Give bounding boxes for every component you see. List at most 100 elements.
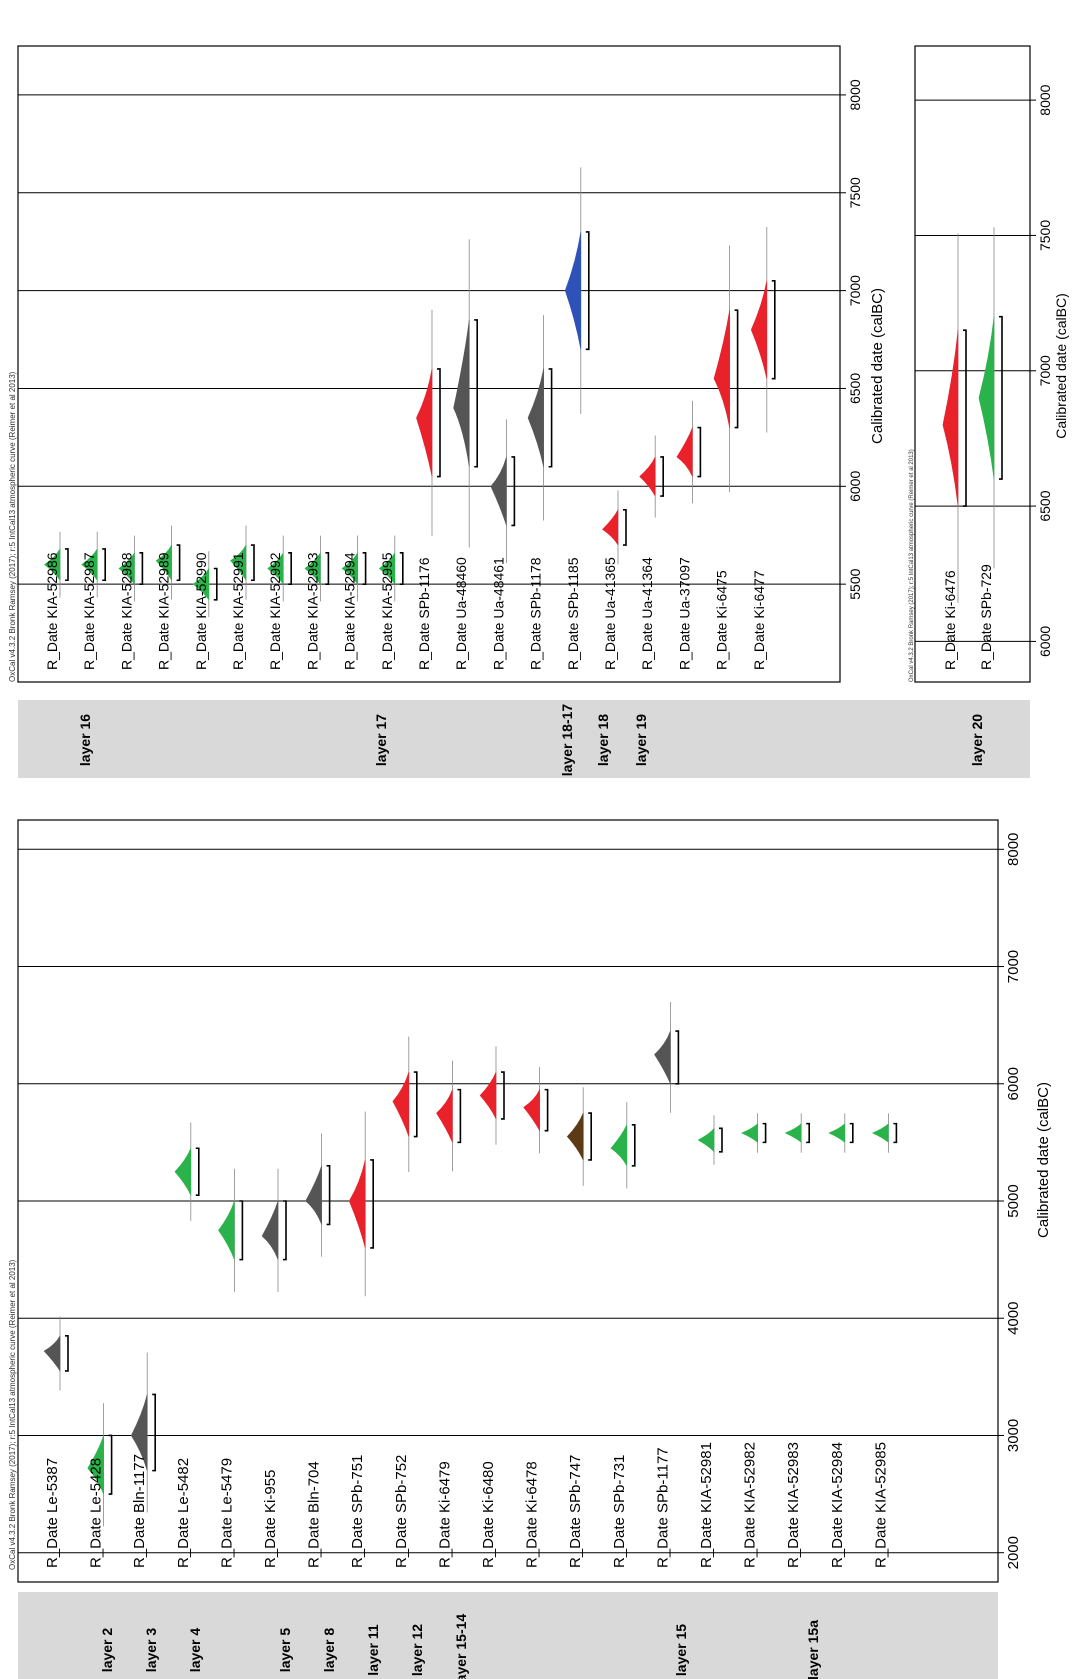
row-label: R_Date Ki-6479 <box>436 1461 453 1568</box>
row-label: R_Date Ki-6480 <box>480 1461 497 1568</box>
row-label: R_Date Ua-41365 <box>602 557 618 670</box>
date-distribution <box>392 1071 410 1137</box>
date-distribution <box>527 368 544 467</box>
date-distribution <box>304 551 321 585</box>
range-bracket <box>362 552 367 585</box>
plot-a: 8000 7000 6000 5000 4000 3000 2000 R_Date Le-5… <box>8 819 1052 1679</box>
date-distribution <box>348 1159 366 1248</box>
plot-a-axis-ticks: 8000 7000 6000 5000 4000 3000 2000 <box>998 833 1022 1569</box>
tick-label: 6000 <box>1037 626 1053 657</box>
tick-label: 8000 <box>847 79 863 110</box>
row-label: R_Date Le-5479 <box>218 1458 235 1568</box>
date-distribution <box>676 427 693 477</box>
row-label: R_Date KIA-52990 <box>193 552 209 670</box>
plot-b-axis-ticks: 8000 7500 7000 6500 6000 5500 <box>840 79 863 600</box>
plot-c-frame <box>914 45 1031 683</box>
row-label: R_Date Ki-955 <box>262 1470 279 1568</box>
layer-label: layer 16 <box>77 714 93 766</box>
date-distribution <box>378 551 396 585</box>
range-bracket <box>675 1030 680 1085</box>
date-distribution <box>453 319 470 467</box>
date-distribution <box>490 456 507 526</box>
range-bracket <box>370 1159 374 1249</box>
row-label: R_Date Le-5428 <box>88 1458 105 1568</box>
date-distribution <box>118 551 135 585</box>
layer-label: layer 11 <box>365 1624 381 1676</box>
date-distribution <box>713 310 730 428</box>
date-distribution <box>740 1123 758 1143</box>
date-distribution <box>978 316 995 480</box>
row-label: R_Date SPb-1176 <box>416 557 432 670</box>
plot-b-frame <box>17 45 841 683</box>
range-bracket <box>623 508 627 546</box>
plot-a-layer-band <box>18 1592 998 1679</box>
plot-b-layer-labels: layer 16 layer 17 layer 18-17 layer 18 layer… <box>77 704 649 777</box>
date-distribution <box>697 1127 715 1153</box>
date-distribution <box>43 1335 61 1372</box>
date-distribution <box>942 330 959 507</box>
date-distribution <box>523 1089 540 1131</box>
date-distribution <box>828 1123 846 1143</box>
row-label: R_Date KIA-52981 <box>698 1442 715 1568</box>
layer-label: layer 18-17 <box>559 704 575 777</box>
row-label: R_Date KIA-52987 <box>81 552 97 670</box>
range-bracket <box>152 1393 156 1472</box>
range-bracket <box>548 368 553 468</box>
tick-label: 6500 <box>1037 490 1053 521</box>
date-distribution <box>479 1071 497 1120</box>
range-bracket <box>326 1165 331 1226</box>
row-label: R_Date KIA-52985 <box>872 1442 889 1568</box>
row-label: R_Date Ki-6478 <box>524 1461 541 1568</box>
range-bracket <box>239 1200 244 1261</box>
row-label: R_Date KIA-52993 <box>304 552 320 670</box>
range-bracket <box>413 1071 418 1138</box>
date-distribution <box>610 1124 628 1166</box>
row-label: R_Date KIA-52984 <box>829 1442 846 1568</box>
tick-label: 3000 <box>1005 1419 1022 1452</box>
date-distribution <box>639 456 656 498</box>
tick-label: 2000 <box>1005 1536 1022 1569</box>
tick-label: 4000 <box>1005 1302 1022 1335</box>
range-bracket <box>65 1335 69 1372</box>
date-distribution <box>229 544 247 582</box>
layer-label: layer 8 <box>321 1628 337 1673</box>
range-bracket <box>585 231 590 351</box>
range-bracket <box>176 544 181 582</box>
range-bracket <box>283 1200 287 1261</box>
date-distribution <box>601 509 619 546</box>
range-bracket <box>544 1088 549 1132</box>
plot-c-axis-label: Calibrated date (calBC) <box>1053 293 1069 439</box>
layer-label: layer 15 <box>673 1624 689 1676</box>
layer-label: layer 5 <box>277 1628 293 1673</box>
row-label: R_Date SPb-1178 <box>528 557 544 670</box>
row-label: R_Date Ua-48460 <box>453 557 469 670</box>
date-distribution <box>871 1123 889 1143</box>
range-bracket <box>65 548 69 582</box>
row-label: R_Date KIA-52994 <box>342 552 358 670</box>
row-label: R_Date Le-5482 <box>175 1458 192 1568</box>
plot-b-layer-band <box>18 700 998 778</box>
tick-label: 7500 <box>1037 220 1053 251</box>
row-label: R_Date SPb-731 <box>611 1455 628 1568</box>
row-label: R_Date SPb-747 <box>567 1455 584 1568</box>
row-label: R_Date Le-5387 <box>44 1458 61 1568</box>
plot-a-row-labels: R_Date Le-5387 R_Date Le-5428 R_Date Bln-1… <box>44 1442 889 1568</box>
plot-b: 8000 7500 7000 6500 6000 5500 R_Date KIA-5298… <box>8 45 998 778</box>
date-distribution <box>564 231 582 350</box>
date-distribution <box>784 1123 802 1143</box>
date-distribution <box>305 1165 322 1225</box>
range-bracket <box>771 280 776 380</box>
tick-label: 5500 <box>847 568 863 599</box>
range-bracket <box>288 552 292 585</box>
layer-label: layer 4 <box>187 1628 203 1673</box>
date-distribution <box>174 1148 192 1196</box>
date-distribution <box>87 1435 104 1495</box>
row-label: R_Date KIA-52991 <box>230 552 246 670</box>
tick-label: 5000 <box>1005 1184 1022 1217</box>
range-bracket <box>501 1071 505 1120</box>
date-distribution <box>155 544 172 582</box>
row-label: R_Date KIA-52986 <box>44 552 60 670</box>
date-distribution <box>267 551 284 585</box>
